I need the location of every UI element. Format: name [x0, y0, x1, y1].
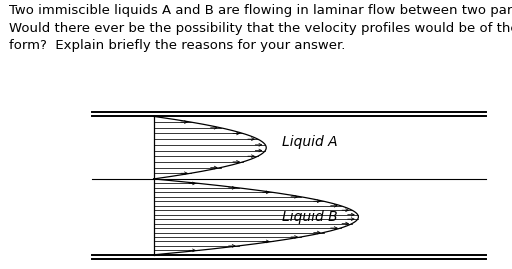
Text: Two immiscible liquids A and B are flowing in laminar flow between two parallel : Two immiscible liquids A and B are flowi… — [9, 4, 512, 52]
Text: Liquid A: Liquid A — [282, 135, 337, 149]
Text: Liquid B: Liquid B — [282, 210, 337, 224]
